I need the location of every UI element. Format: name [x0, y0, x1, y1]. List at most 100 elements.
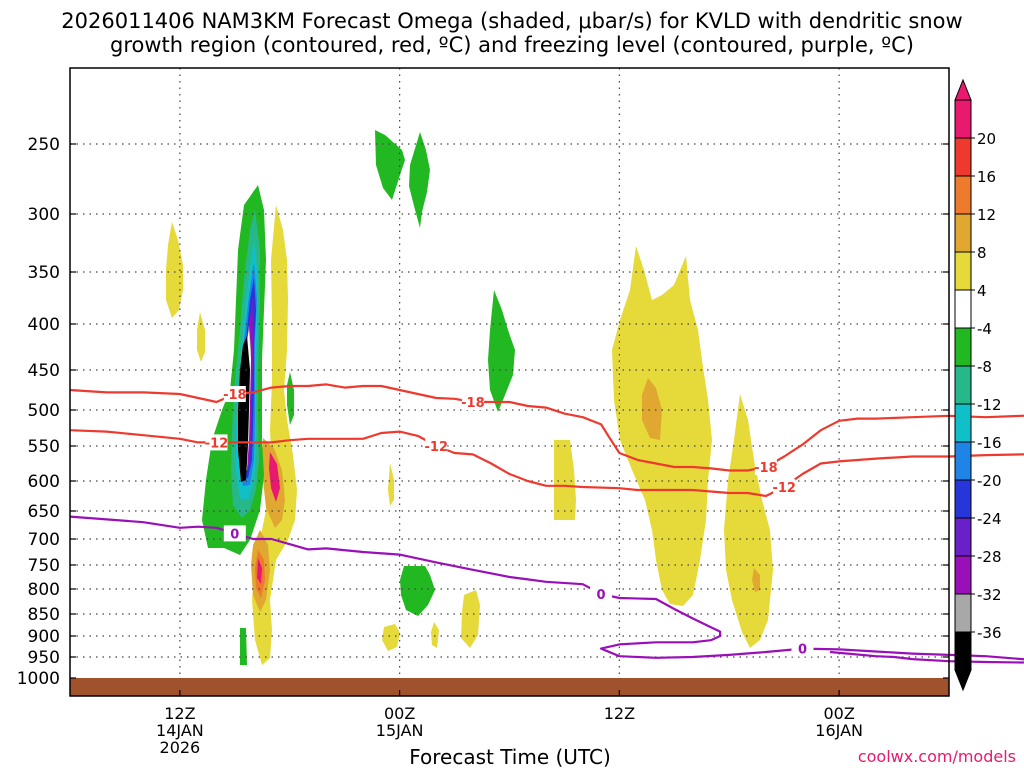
- colorbar-label: -16: [977, 434, 1002, 452]
- colorbar-swatch: [954, 479, 972, 519]
- contour-label-background: [590, 586, 613, 602]
- plot-area: -18 -18 -18 -12 -12 -12 0 0 0: [69, 67, 1024, 697]
- sinking-lower-pink: [257, 558, 262, 584]
- sinking-mid-pink: [269, 452, 280, 502]
- chart-title-line-1: 2026011406 NAM3KM Forecast Omega (shaded…: [61, 9, 962, 33]
- rising-lower-green-blob-1: [400, 566, 435, 616]
- sinking-yellow-blob-1: [166, 222, 183, 318]
- colorbar-swatch: [954, 251, 972, 291]
- colorbar-swatch: [954, 289, 972, 329]
- y-tick-label: 250: [28, 135, 60, 155]
- x-tick-label: 14JAN: [156, 721, 204, 740]
- y-tick-label: 950: [28, 648, 60, 668]
- contour-label-background: [461, 394, 484, 410]
- x-tick-label: 12Z: [164, 704, 195, 723]
- sinking-band-day2-orange: [642, 378, 662, 440]
- rising-upper-green-blob-2: [409, 132, 430, 228]
- colorbar-label: -12: [977, 396, 1002, 414]
- sinking-band-day2-right: [724, 394, 773, 648]
- contour-temperature: [69, 383, 1024, 472]
- credit-text: coolwx.com/models: [858, 747, 1016, 766]
- colorbar-label: 20: [977, 130, 996, 148]
- colorbar-swatch: [954, 213, 972, 253]
- colorbar-label: 8: [977, 244, 987, 262]
- colorbar-swatch: [954, 555, 972, 595]
- contour-label: 0: [230, 527, 239, 542]
- contour-label: -18: [754, 461, 778, 476]
- contour-label: -12: [425, 440, 449, 455]
- x-axis-label: Forecast Time (UTC): [409, 745, 611, 768]
- colorbar-swatch: [954, 403, 972, 443]
- colorbar-label: -28: [977, 548, 1002, 566]
- sinking-band-day2: [612, 246, 712, 606]
- x-tick-label: 00Z: [823, 704, 854, 723]
- contour-label-background: [223, 525, 246, 542]
- contour-temperature: [69, 429, 1024, 498]
- colorbar-label: 16: [977, 168, 996, 186]
- contour-label: -18: [461, 396, 485, 411]
- contour-freezing-level: [69, 515, 1024, 664]
- colorbar-swatch: [954, 137, 972, 177]
- colorbar-label: -20: [977, 472, 1002, 490]
- contour-label: -12: [772, 481, 796, 496]
- y-tick-label: 300: [28, 205, 60, 225]
- colorbar-swatch: [954, 327, 972, 367]
- contour-lines: -18 -18 -18 -12 -12 -12 0 0 0: [69, 383, 1024, 664]
- colorbar-swatch: [954, 631, 972, 671]
- x-tick-label: 12Z: [604, 704, 635, 723]
- colorbar-swatch: [954, 365, 972, 405]
- y-tick-label: 700: [28, 530, 60, 550]
- sinking-yellow-small-3: [431, 622, 439, 648]
- colorbar-label: -8: [977, 358, 992, 376]
- y-tick-label: 750: [28, 556, 60, 576]
- colorbar-label: -32: [977, 586, 1002, 604]
- sinking-yellow-rect: [554, 440, 576, 520]
- colorbar: 20 16 12 8 4 -4 -8 -12 -16 -20 -24 -28 -32 -36: [954, 78, 1002, 692]
- contour-label-background: [205, 434, 228, 451]
- rising-mid-green-blob: [488, 290, 515, 412]
- y-tick-label: 450: [28, 361, 60, 381]
- colorbar-label: -36: [977, 624, 1002, 642]
- sinking-yellow-small-1: [388, 463, 394, 506]
- contour-label: -18: [223, 388, 247, 403]
- y-tick-label: 900: [28, 627, 60, 647]
- x-tick-label: 00Z: [384, 704, 415, 723]
- colorbar-swatch: [954, 441, 972, 481]
- sinking-band-day2-right-orange: [752, 568, 760, 592]
- colorbar-swatch: [954, 593, 972, 633]
- rising-lower-green-blob-2: [240, 628, 247, 665]
- contour-label: 0: [798, 643, 807, 658]
- colorbar-label: -24: [977, 510, 1002, 528]
- y-tick-label: 400: [28, 315, 60, 335]
- x-tick-label: 15JAN: [376, 721, 424, 740]
- y-tick-label: 850: [28, 605, 60, 625]
- contour-label-background: [754, 459, 777, 475]
- y-tick-label: 600: [28, 472, 60, 492]
- colorbar-top-arrow: [954, 78, 972, 101]
- contour-label-background: [791, 640, 814, 657]
- grid-lines: [70, 68, 949, 678]
- x-tick-label: 2026: [160, 738, 201, 757]
- contour-label: 0: [597, 588, 606, 603]
- y-axis: 2503003504004505005506006507007508008509…: [17, 135, 949, 689]
- contour-label-background: [425, 438, 448, 454]
- sinking-yellow-small-4: [461, 590, 480, 648]
- rising-core-black: [238, 336, 250, 482]
- colorbar-label: 12: [977, 206, 996, 224]
- colorbar-label: -4: [977, 320, 992, 338]
- colorbar-bottom-arrow: [954, 669, 972, 692]
- rising-upper-green-blob-1: [375, 130, 405, 200]
- sinking-yellow-blob-2: [197, 312, 205, 362]
- contour-label-background: [773, 479, 796, 495]
- contour-label: -12: [205, 436, 229, 451]
- colorbar-swatch: [954, 175, 972, 215]
- sinking-yellow-small-2: [382, 624, 400, 651]
- contour-label-background: [223, 386, 246, 402]
- ground-surface: [70, 678, 949, 696]
- y-tick-label: 500: [28, 401, 60, 421]
- y-tick-label: 1000: [17, 669, 60, 689]
- y-tick-label: 800: [28, 580, 60, 600]
- x-tick-label: 16JAN: [815, 721, 863, 740]
- plot-frame: [69, 67, 950, 697]
